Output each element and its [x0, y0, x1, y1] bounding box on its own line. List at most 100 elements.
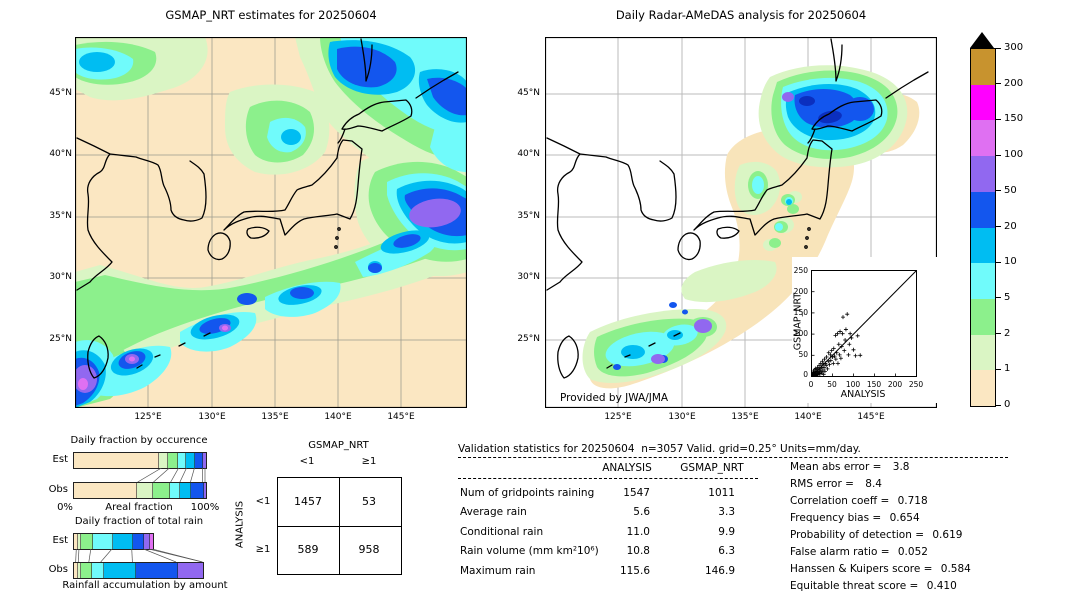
colorbar-segment	[971, 298, 995, 335]
y-tick-label: 25°N	[49, 334, 72, 344]
validation-row-label: Conditional rain	[460, 526, 544, 538]
x-tick-label: 140°E	[324, 412, 352, 422]
metric-row: Probability of detection = 0.619	[790, 529, 962, 541]
scatter-point	[839, 344, 844, 349]
colorbar-tick	[996, 118, 1001, 120]
metric-value: 0.619	[932, 529, 963, 541]
colorbar-tick	[996, 83, 1001, 85]
metric-value: 0.718	[897, 495, 928, 507]
dashed-rule	[458, 478, 758, 479]
x-tick-label: 145°E	[387, 412, 415, 422]
contingency-table	[277, 477, 402, 575]
y-tick-label: 30°N	[49, 272, 72, 282]
colorbar-tick-label: 50	[1004, 184, 1017, 196]
bar-connector	[152, 549, 203, 562]
scatter-point	[837, 352, 842, 357]
contingency-cell: 589	[297, 543, 319, 556]
bar-segment	[144, 534, 151, 549]
metric-label: RMS error =	[790, 478, 854, 490]
scatter-point	[842, 348, 847, 353]
scatter-point	[833, 357, 838, 362]
left-precip-field	[75, 37, 467, 408]
colorbar-tick-label: 300	[1004, 42, 1024, 53]
inset-y-tick: 150	[793, 308, 808, 317]
colorbar-tick-label: 2	[1004, 327, 1011, 339]
scatter-point	[819, 365, 824, 370]
colorbar-segment	[971, 120, 995, 157]
inset-xlabel: ANALYSIS	[840, 389, 886, 400]
scatter-point	[848, 331, 853, 336]
colorbar	[970, 48, 996, 407]
row-label-obs: Obs	[48, 484, 68, 495]
colorbar-tick-label: 150	[1004, 113, 1024, 125]
bar-segment	[74, 563, 78, 578]
colorbar-tick	[996, 226, 1001, 227]
bar-segment	[132, 534, 145, 549]
right-precip-field	[582, 65, 920, 389]
y-tick-label: 40°N	[49, 149, 72, 159]
validation-col-header: GSMAP_NRT	[680, 462, 744, 474]
validation-analysis-value: 10.8	[626, 545, 650, 557]
validation-title: Validation statistics for 20250604 n=305…	[458, 443, 861, 455]
scatter-point	[855, 333, 860, 338]
bar-connector	[143, 549, 177, 562]
metric-row: False alarm ratio = 0.052	[790, 546, 928, 558]
validation-analysis-value: 1547	[623, 487, 650, 499]
bar-segment	[74, 534, 78, 549]
metric-label: Equitable threat score =	[790, 580, 919, 592]
totalrain-chart-title: Daily fraction of total rain	[74, 516, 204, 527]
contingency-col-group: GSMAP_NRT	[308, 440, 369, 451]
scatter-point	[825, 366, 830, 371]
scatter-point	[822, 357, 827, 362]
bar-segment	[168, 453, 178, 468]
occurrence-est-bar	[73, 452, 207, 469]
scatter-point	[832, 354, 837, 359]
occurrence-connectors	[137, 468, 206, 482]
scatter-point	[817, 371, 822, 376]
colorbar-tick	[996, 404, 1001, 406]
colorbar-segment	[971, 334, 995, 371]
bar-connector	[137, 468, 162, 482]
scatter-point	[830, 354, 835, 359]
metric-label: Probability of detection =	[790, 529, 925, 541]
colorbar-tick-label: 5	[1004, 291, 1011, 303]
scatter-point	[831, 346, 836, 351]
bar-segment	[152, 483, 171, 498]
y-tick-label: 45°N	[517, 88, 540, 98]
validation-row-label: Rain volume (mm km²10⁶)	[460, 545, 599, 557]
validation-gsmap-value: 9.9	[718, 526, 735, 538]
inset-y-tick: 50	[798, 350, 808, 359]
bar-segment	[93, 534, 114, 549]
bar-segment	[74, 453, 160, 468]
contingency-row-label: ≥1	[255, 544, 271, 555]
bar-connector	[170, 468, 179, 482]
metric-value: 8.4	[865, 478, 882, 490]
bar-segment	[191, 483, 204, 498]
colorbar-tick	[996, 333, 1001, 335]
contingency-cell: 958	[358, 543, 380, 556]
scatter-point	[828, 358, 833, 363]
scatter-point	[835, 331, 840, 336]
x-tick-label: 125°E	[604, 412, 632, 422]
colorbar-overflow-triangle	[970, 32, 994, 48]
bar-segment	[74, 483, 137, 498]
colorbar-segment	[971, 370, 995, 407]
scatter-point	[820, 368, 825, 373]
scatter-point	[826, 359, 831, 364]
colorbar-tick-label: 10	[1004, 256, 1017, 268]
right-map-frame	[545, 37, 937, 408]
scatter-point	[828, 352, 833, 357]
bar-connector	[77, 549, 80, 562]
validation-gsmap-value: 3.3	[718, 506, 735, 518]
scatter-point	[846, 352, 851, 357]
metric-label: Hanssen & Kuipers score =	[790, 563, 933, 575]
inset-x-tick: 50	[827, 380, 837, 389]
contingency-col-label: <1	[299, 456, 315, 467]
scatter-point	[829, 348, 834, 353]
colorbar-tick-label: 20	[1004, 220, 1017, 232]
bar-connector	[190, 468, 195, 482]
scatter-point	[818, 361, 823, 366]
colorbar-tick	[996, 47, 1001, 49]
validation-analysis-value: 115.6	[619, 565, 650, 577]
validation-analysis-value: 11.0	[626, 526, 650, 538]
